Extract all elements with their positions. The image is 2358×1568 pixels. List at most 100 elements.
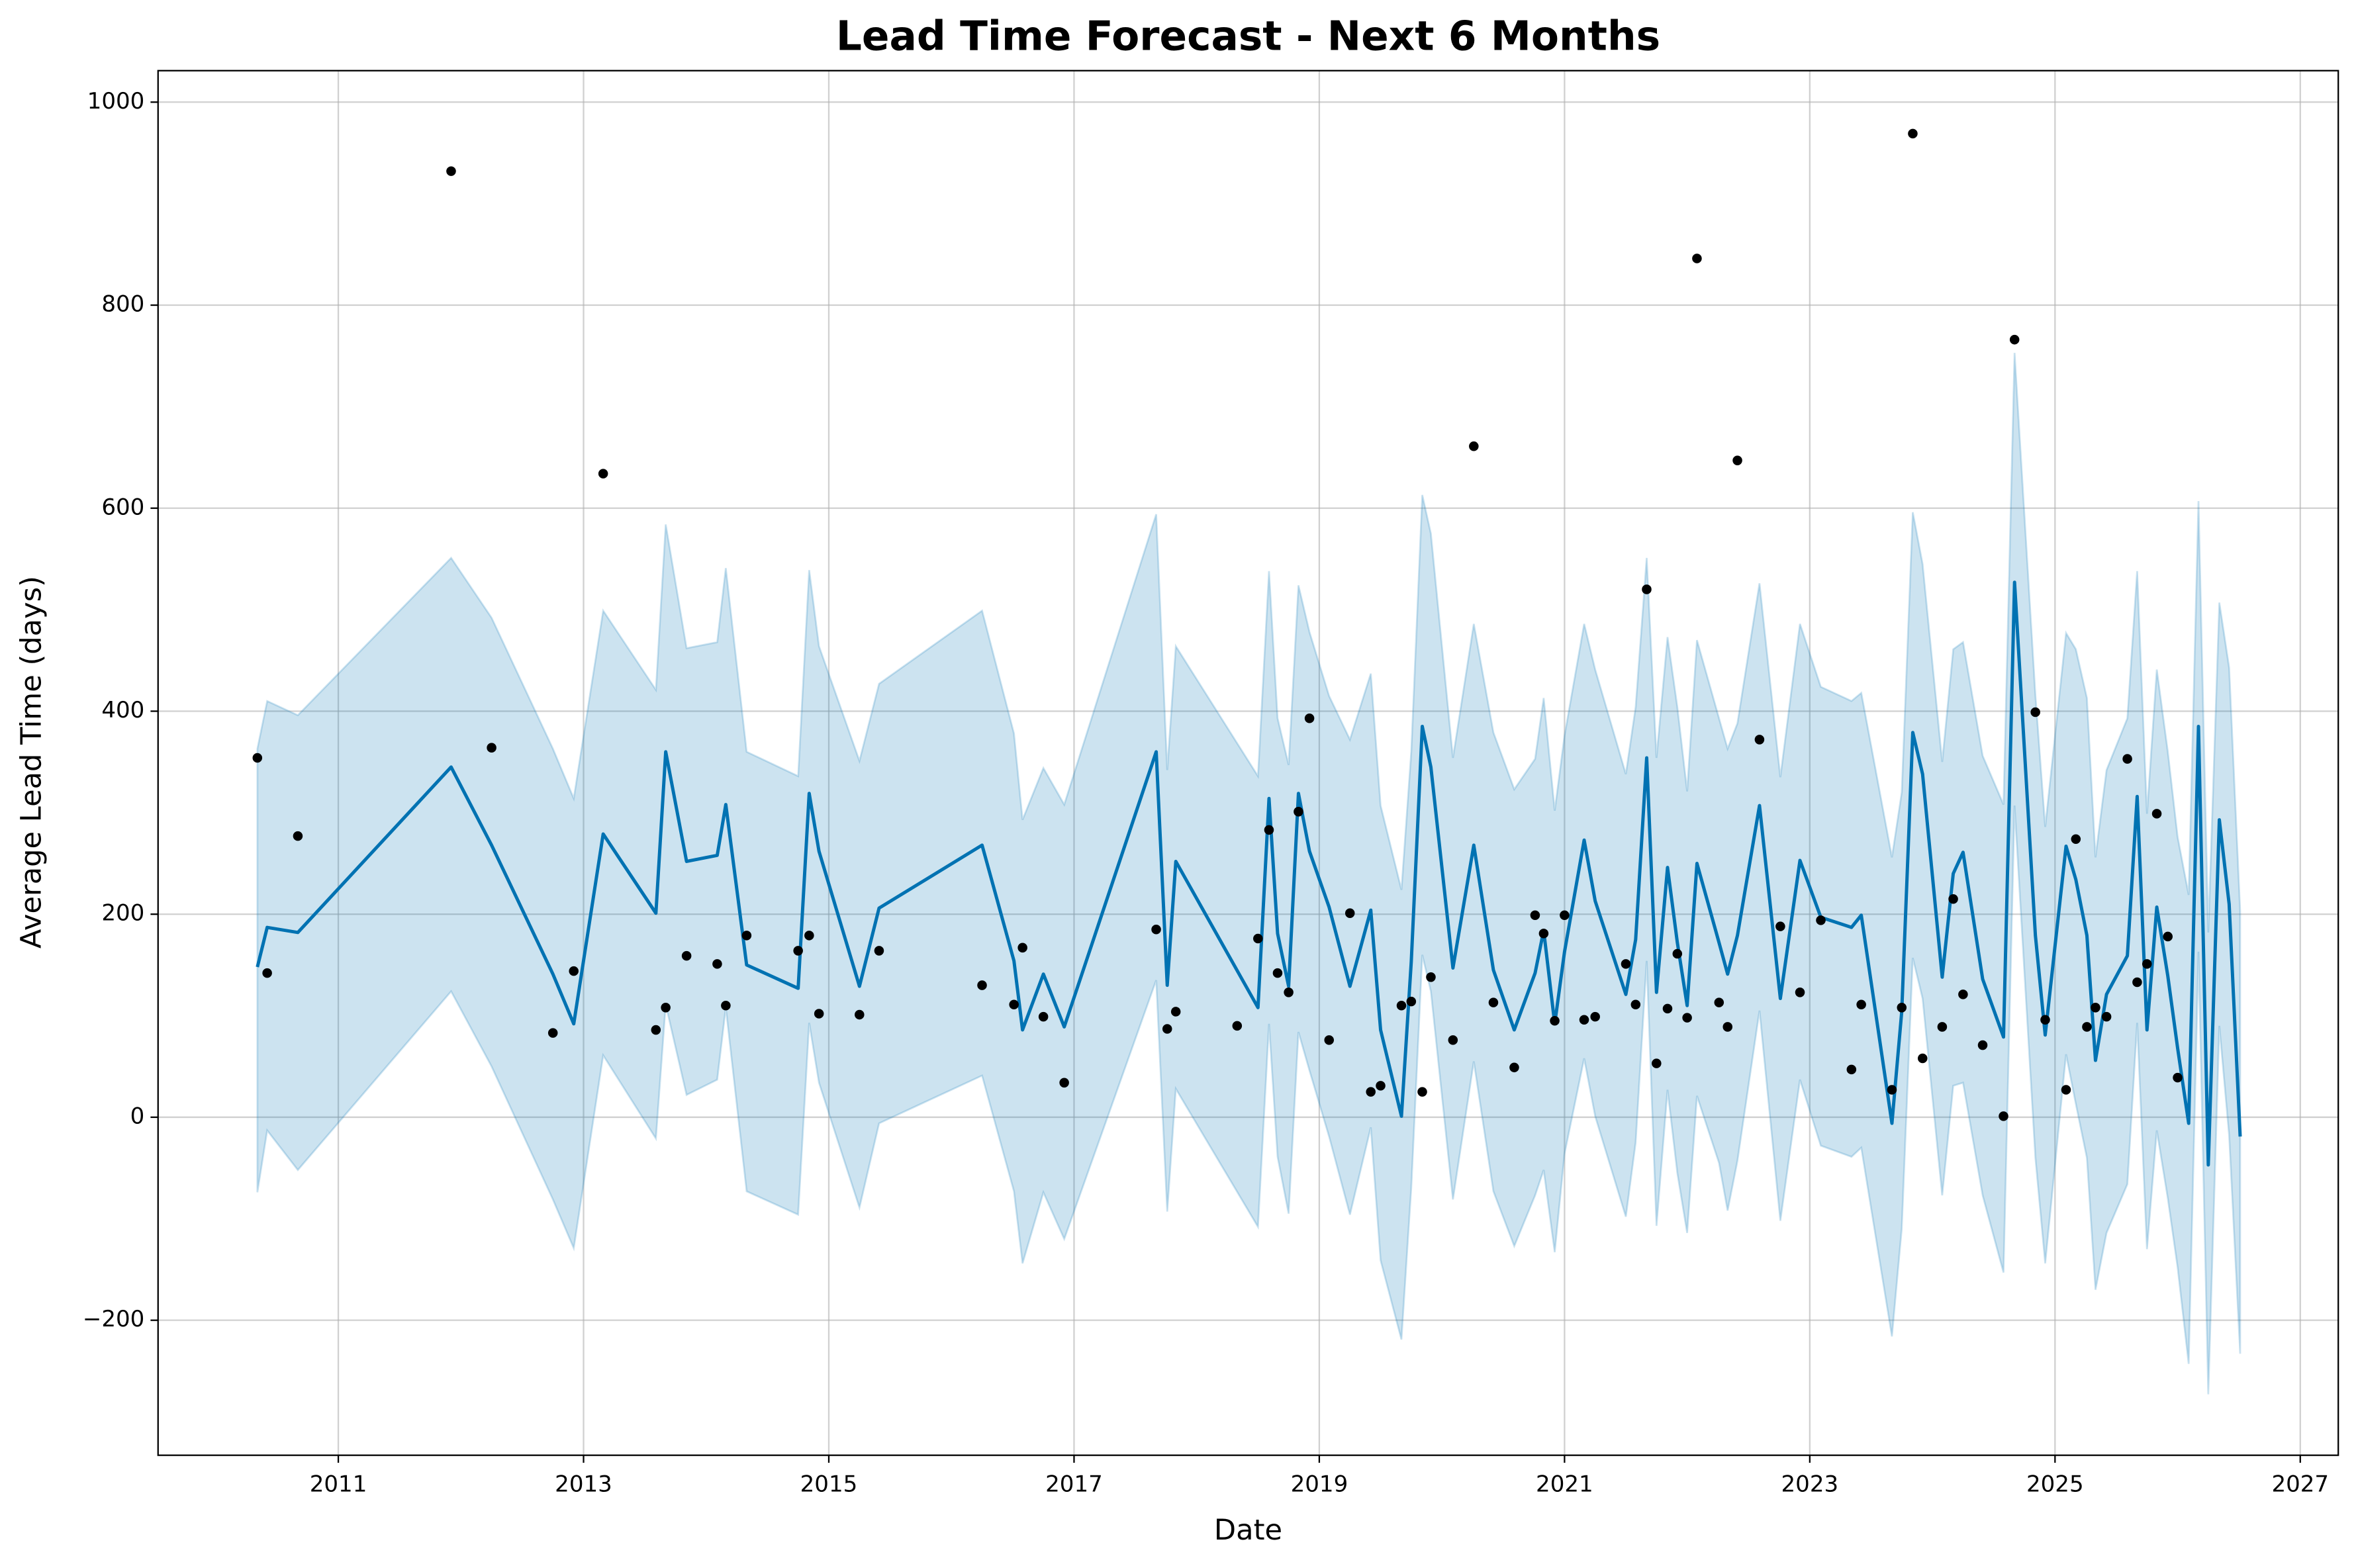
data-point [1908, 128, 1918, 139]
data-point [804, 931, 814, 941]
data-point [1538, 929, 1549, 939]
data-point [2173, 1072, 2183, 1083]
data-point [1324, 1035, 1335, 1045]
data-point [1692, 254, 1702, 263]
data-point [1396, 1000, 1407, 1011]
data-point [2122, 754, 2132, 764]
data-point [2082, 1022, 2092, 1032]
y-tick-label: 800 [101, 291, 144, 318]
ticks: 2011 2013 2015 2017 2019 2021 2023 2025 2027 −200… [83, 88, 2329, 1498]
data-point [721, 1000, 731, 1011]
x-tick-label: 2015 [800, 1471, 858, 1498]
data-point [293, 831, 303, 841]
data-point [1775, 921, 1785, 931]
data-point [1917, 1053, 1928, 1064]
data-point [1560, 910, 1570, 921]
x-tick-label: 2021 [1536, 1471, 1593, 1498]
data-point [1722, 1022, 1733, 1032]
y-tick-label: 0 [130, 1103, 145, 1129]
x-tick-label: 2025 [2026, 1471, 2084, 1498]
x-axis-label: Date [1214, 1514, 1282, 1547]
data-point [1509, 1062, 1519, 1073]
data-point [2101, 1011, 2112, 1022]
data-point [1958, 990, 1968, 999]
y-tick-label: 600 [101, 494, 144, 520]
data-point [1272, 968, 1283, 978]
data-point [2061, 1085, 2071, 1095]
data-point [1232, 1021, 1243, 1031]
data-point [1376, 1081, 1386, 1091]
uncertainty-band [256, 353, 2241, 1395]
data-point [1642, 584, 1652, 594]
data-point [1948, 894, 1958, 904]
data-point [252, 753, 263, 763]
data-point [1856, 999, 1866, 1009]
grid [158, 70, 2339, 1455]
data-point [1732, 455, 1742, 465]
data-point [1937, 1022, 1948, 1032]
data-point [2132, 977, 2142, 988]
data-point [1344, 908, 1355, 918]
data-point [262, 968, 272, 978]
data-point [2151, 809, 2162, 819]
data-point [1550, 1015, 1560, 1026]
x-tick-label: 2013 [555, 1471, 612, 1498]
data-point [1816, 915, 1826, 925]
chart-title: Lead Time Forecast - Next 6 Months [836, 13, 1660, 60]
data-point [1417, 1087, 1427, 1097]
data-point [1754, 735, 1765, 745]
data-point [1469, 441, 1479, 451]
data-point [1897, 1003, 1907, 1013]
data-point [1977, 1040, 1988, 1050]
data-point [1017, 943, 1027, 953]
data-point [1038, 1011, 1049, 1022]
data-point [1488, 997, 1499, 1007]
data-point [1662, 1003, 1673, 1014]
data-point [1426, 972, 1436, 982]
data-point [1682, 1013, 1692, 1023]
axes-frame [157, 69, 2339, 1456]
x-tick-label: 2017 [1045, 1471, 1103, 1498]
data-point [1366, 1087, 1376, 1097]
data-point [1406, 996, 1417, 1007]
data-point [874, 946, 884, 956]
data-point [1795, 988, 1805, 997]
data-point [2142, 959, 2152, 969]
data-point [569, 966, 579, 976]
y-tick-label: 200 [101, 900, 144, 927]
data-point [712, 959, 722, 969]
data-point [446, 166, 456, 176]
data-point [2040, 1015, 2050, 1025]
plot-area [252, 128, 2242, 1395]
data-point [1887, 1085, 1897, 1095]
y-tick-label: 1000 [87, 88, 145, 115]
data-point [2030, 707, 2040, 717]
data-point [741, 931, 752, 941]
data-point [1652, 1058, 1662, 1068]
data-point [2091, 1003, 2100, 1013]
data-point [1151, 924, 1161, 935]
y-tick-label: 400 [101, 697, 144, 723]
data-point [547, 1028, 558, 1038]
data-point [1999, 1111, 2008, 1121]
data-point [1630, 999, 1641, 1009]
data-point [1304, 713, 1315, 723]
data-point [661, 1003, 671, 1013]
data-point [1059, 1078, 1069, 1088]
data-point [1714, 997, 1724, 1007]
data-point [1672, 948, 1683, 959]
data-point [855, 1009, 865, 1020]
forecast-line [256, 580, 2242, 1167]
data-point [1530, 910, 1540, 921]
data-point [1294, 807, 1303, 817]
data-point [1264, 825, 1274, 835]
x-tick-label: 2027 [2271, 1471, 2329, 1498]
data-point [681, 950, 692, 961]
data-point [1162, 1024, 1172, 1034]
data-point [814, 1009, 824, 1019]
data-point [2071, 834, 2081, 844]
data-point [598, 469, 608, 479]
